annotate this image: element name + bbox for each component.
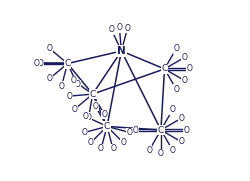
- Text: C: C: [158, 125, 164, 134]
- Text: N: N: [117, 46, 126, 56]
- Text: C: C: [162, 64, 168, 73]
- Text: O: O: [98, 144, 104, 153]
- Text: O: O: [187, 64, 192, 73]
- Text: O: O: [70, 76, 76, 85]
- Text: C: C: [64, 59, 71, 68]
- Text: O: O: [170, 146, 175, 155]
- Text: O: O: [170, 105, 175, 114]
- Text: O: O: [108, 25, 114, 34]
- Text: O: O: [182, 53, 188, 62]
- Text: O: O: [66, 92, 72, 101]
- Text: C: C: [90, 90, 96, 99]
- Text: O: O: [47, 74, 52, 83]
- Text: O: O: [72, 105, 78, 114]
- Text: O: O: [116, 23, 122, 32]
- Text: O: O: [83, 112, 89, 121]
- Text: O: O: [47, 44, 52, 53]
- Text: O: O: [178, 114, 184, 123]
- Text: C: C: [104, 122, 110, 131]
- Text: O: O: [182, 76, 188, 85]
- Text: O: O: [178, 137, 184, 146]
- Text: O: O: [38, 59, 44, 68]
- Text: O: O: [34, 59, 40, 68]
- Text: O: O: [158, 149, 164, 158]
- Text: O: O: [146, 146, 152, 155]
- Text: O: O: [173, 44, 179, 53]
- Text: O: O: [127, 128, 132, 137]
- Text: O: O: [110, 144, 116, 153]
- Text: O: O: [133, 125, 139, 134]
- Text: O: O: [74, 80, 80, 89]
- Text: O: O: [58, 82, 64, 91]
- Text: O: O: [120, 138, 126, 148]
- Text: O: O: [173, 85, 179, 94]
- Text: O: O: [88, 138, 94, 148]
- Text: O: O: [102, 110, 107, 119]
- Text: O: O: [124, 24, 130, 33]
- Text: O: O: [183, 125, 189, 134]
- Text: O: O: [82, 128, 87, 137]
- Text: O: O: [92, 102, 98, 111]
- Text: O: O: [86, 113, 91, 122]
